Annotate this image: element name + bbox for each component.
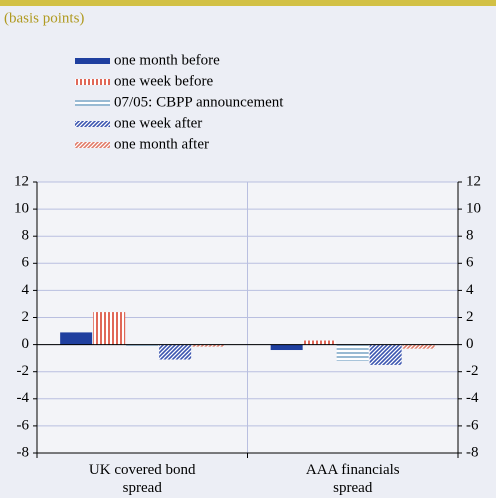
chart-subtitle: (basis points): [4, 10, 84, 26]
legend-label: one week before: [114, 73, 213, 89]
y2-tick-label: -6: [466, 417, 479, 433]
y2-tick-label: -8: [466, 444, 479, 460]
bar: [159, 344, 192, 360]
y-tick-label: 0: [22, 336, 30, 352]
y-tick-label: -6: [17, 417, 30, 433]
bar: [60, 332, 93, 345]
bar: [303, 340, 336, 345]
y-tick-label: 8: [22, 228, 30, 244]
legend-swatch: [75, 58, 110, 64]
y-tick-label: -8: [17, 444, 30, 460]
y2-tick-label: 10: [466, 201, 481, 217]
legend-label: one month after: [114, 136, 209, 152]
y-tick-label: -4: [17, 390, 30, 406]
legend-swatch: [75, 121, 110, 127]
legend-swatch: [75, 79, 110, 85]
legend-label: one month before: [114, 52, 220, 68]
y-tick-label: 10: [14, 201, 29, 217]
y-tick-label: -2: [17, 363, 30, 379]
legend-label: 07/05: CBPP announcement: [114, 94, 284, 110]
y2-tick-label: 6: [466, 255, 474, 271]
bar: [270, 344, 303, 351]
y2-tick-label: 2: [466, 309, 474, 325]
legend-swatch: [75, 142, 110, 148]
bar: [369, 344, 402, 365]
bar: [402, 344, 435, 349]
y2-tick-label: 8: [466, 228, 474, 244]
legend-swatch: [75, 100, 110, 106]
y2-tick-label: 4: [466, 282, 474, 298]
y-tick-label: 6: [22, 255, 30, 271]
bar: [126, 344, 159, 346]
x-tick-label: UK covered bond spread: [88, 462, 196, 496]
y-tick-label: 4: [22, 282, 30, 298]
y2-tick-label: -4: [466, 390, 479, 406]
bar: [93, 312, 126, 345]
y-tick-label: 12: [14, 173, 29, 189]
y2-tick-label: 12: [466, 173, 481, 189]
y-tick-label: 2: [22, 309, 30, 325]
legend-label: one week after: [114, 115, 202, 131]
bar: [192, 344, 225, 347]
y2-tick-label: -2: [466, 363, 479, 379]
y2-tick-label: 0: [466, 336, 474, 352]
x-tick-label: AAA financials spread: [305, 462, 400, 496]
top-band: [0, 0, 496, 6]
bar: [336, 344, 369, 361]
